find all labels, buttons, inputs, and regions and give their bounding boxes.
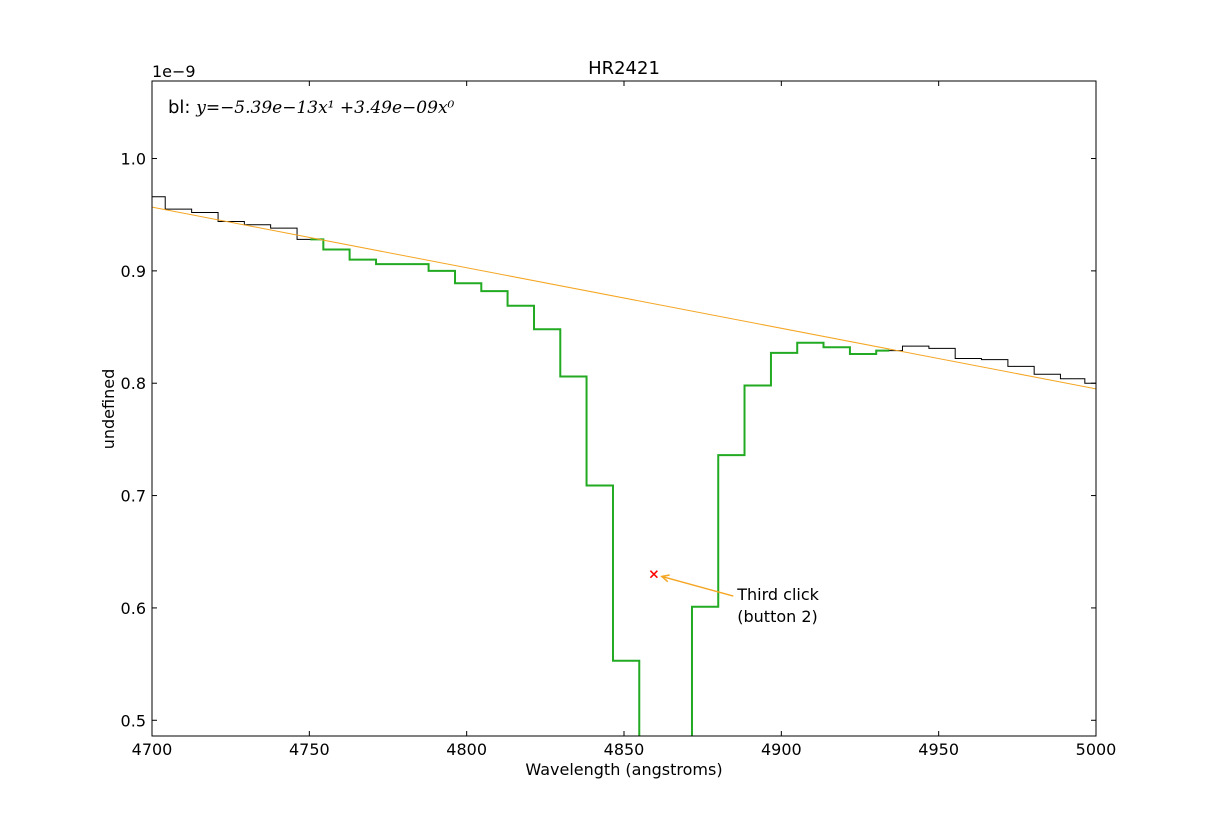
- annotation-arrow: [660, 574, 734, 597]
- y-tick-label: 0.7: [121, 487, 146, 506]
- y-offset-label: 1e−9: [152, 62, 196, 81]
- x-tick-label: 4900: [761, 740, 802, 759]
- click-marker: [649, 570, 658, 579]
- annotation-text-line: Third click: [736, 585, 819, 604]
- chart-title: HR2421: [588, 58, 660, 79]
- baseline-prefix: bl:: [168, 97, 196, 118]
- x-tick-label: 4850: [604, 740, 645, 759]
- annotation-text-line: (button 2): [737, 607, 818, 626]
- x-tick-label: 4700: [132, 740, 173, 759]
- y-tick-label: 1.0: [121, 150, 146, 169]
- y-tick-label: 0.5: [121, 711, 146, 730]
- series-line-0: [152, 196, 1096, 736]
- x-tick-label: 5000: [1076, 740, 1117, 759]
- x-axis-label: Wavelength (angstroms): [525, 760, 722, 779]
- series-line-1: [310, 238, 890, 736]
- baseline-equation: y=−5.39e−13x¹ +3.49e−09x⁰: [195, 98, 454, 118]
- y-tick-label: 0.8: [121, 374, 146, 393]
- y-tick-label: 0.9: [121, 262, 146, 281]
- y-tick-label: 0.6: [121, 599, 146, 618]
- x-tick-label: 4950: [918, 740, 959, 759]
- x-tick-label: 4800: [446, 740, 487, 759]
- plot-frame: [151, 80, 1097, 737]
- y-axis-label: undefined: [99, 369, 118, 450]
- baseline-formula: bl: y=−5.39e−13x¹ +3.49e−09x⁰: [168, 97, 455, 118]
- x-tick-label: 4750: [289, 740, 330, 759]
- series-line-2: [152, 206, 1096, 390]
